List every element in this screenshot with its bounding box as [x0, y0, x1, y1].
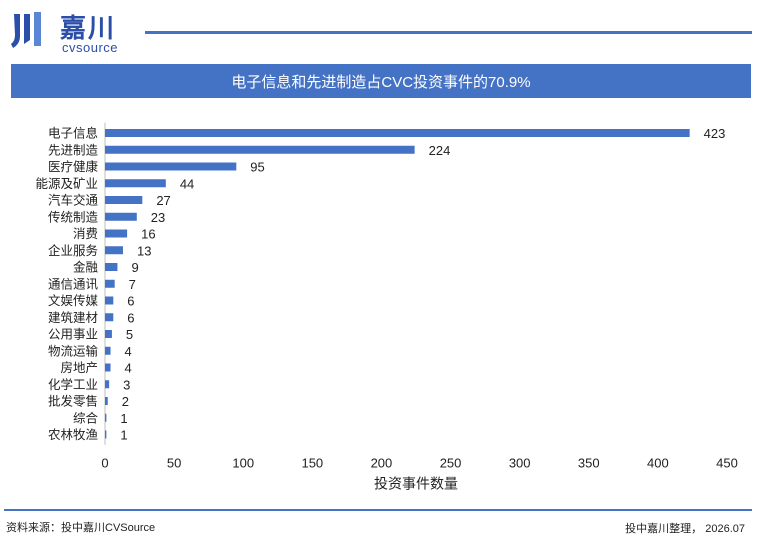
x-tick-label: 400: [647, 456, 669, 471]
bar: [105, 263, 118, 271]
footer-divider: [4, 509, 752, 511]
bar: [105, 279, 115, 288]
category-label: 汽车交通: [48, 193, 99, 208]
bar: [105, 296, 114, 305]
category-label: 农林牧渔: [48, 427, 98, 442]
category-label: 传统制造: [48, 209, 99, 224]
data-label: 6: [127, 294, 134, 309]
data-label: 423: [704, 126, 726, 141]
chart-title: 电子信息和先进制造占CVC投资事件的70.9%: [11, 64, 751, 98]
bar: [105, 212, 137, 221]
data-label: 7: [129, 277, 136, 292]
category-label: 通信通讯: [48, 276, 99, 291]
bar: [105, 229, 128, 238]
data-label: 1: [120, 428, 127, 443]
bar: [105, 162, 237, 171]
bar: [105, 179, 166, 188]
category-label: 房地产: [60, 360, 98, 375]
category-label: 企业服务: [48, 243, 98, 258]
data-label: 1: [120, 411, 127, 426]
category-label: 建筑建材: [48, 310, 98, 325]
data-label: 2: [122, 394, 129, 409]
bar: [105, 346, 111, 355]
data-label: 23: [151, 210, 165, 225]
bar: [105, 430, 107, 439]
data-label: 3: [123, 377, 130, 392]
header-divider: [145, 31, 752, 34]
category-label: 综合: [73, 410, 99, 425]
data-label: 44: [180, 176, 194, 191]
category-label: 能源及矿业: [35, 176, 98, 191]
category-label: 先进制造: [48, 142, 99, 157]
category-label: 电子信息: [48, 126, 98, 141]
category-label: 批发零售: [48, 394, 98, 409]
category-label: 公用事业: [48, 327, 98, 342]
bar: [105, 413, 107, 422]
data-label: 27: [156, 193, 170, 208]
x-tick-label: 200: [371, 456, 393, 471]
bar: [105, 397, 108, 405]
data-label: 95: [250, 160, 264, 175]
credit-note: 投中嘉川整理， 2026.07: [625, 523, 745, 535]
category-label: 医疗健康: [48, 159, 99, 174]
category-label: 物流运输: [48, 343, 99, 358]
bar: [105, 246, 123, 255]
logo-text-cn: 嘉川: [60, 14, 117, 44]
x-tick-label: 350: [578, 456, 600, 471]
category-label: 文娱传媒: [48, 293, 99, 308]
x-tick-label: 250: [440, 456, 462, 471]
x-axis-title: 投资事件数量: [374, 477, 458, 493]
jiachuan-logo-icon: [11, 12, 41, 48]
bar: [105, 196, 143, 204]
logo: 嘉川 cvsource: [10, 8, 140, 55]
data-label: 224: [429, 143, 451, 158]
bar: [105, 313, 114, 322]
x-tick-label: 100: [232, 456, 254, 471]
bar: [105, 380, 110, 389]
category-label: 消费: [73, 226, 98, 241]
data-label: 4: [125, 361, 132, 376]
data-label: 13: [137, 243, 151, 258]
data-label: 16: [141, 227, 155, 242]
bar: [105, 330, 112, 338]
logo-text-en: cvsource: [62, 40, 119, 55]
x-tick-label: 150: [301, 456, 323, 471]
data-label: 6: [127, 310, 134, 325]
x-tick-label: 50: [167, 456, 181, 471]
bar: [105, 145, 415, 154]
bar: [105, 129, 690, 137]
data-label: 4: [125, 344, 132, 359]
data-label: 5: [126, 327, 133, 342]
bar: [105, 363, 111, 372]
x-tick-label: 300: [509, 456, 531, 471]
data-label: 9: [131, 260, 138, 275]
category-label: 化学工业: [48, 377, 98, 392]
x-tick-label: 0: [101, 456, 108, 471]
x-tick-label: 450: [716, 456, 738, 471]
source-note: 资料来源：投中嘉川CVSource: [6, 522, 156, 534]
category-label: 金融: [73, 260, 99, 275]
